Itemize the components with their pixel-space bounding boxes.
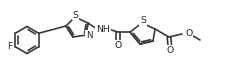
Text: O: O <box>185 28 192 37</box>
Text: S: S <box>140 16 146 25</box>
Text: O: O <box>166 46 174 55</box>
Text: NH: NH <box>96 25 110 34</box>
Text: N: N <box>86 31 92 40</box>
Text: S: S <box>73 10 79 19</box>
Text: O: O <box>114 41 122 50</box>
Text: F: F <box>8 42 13 51</box>
